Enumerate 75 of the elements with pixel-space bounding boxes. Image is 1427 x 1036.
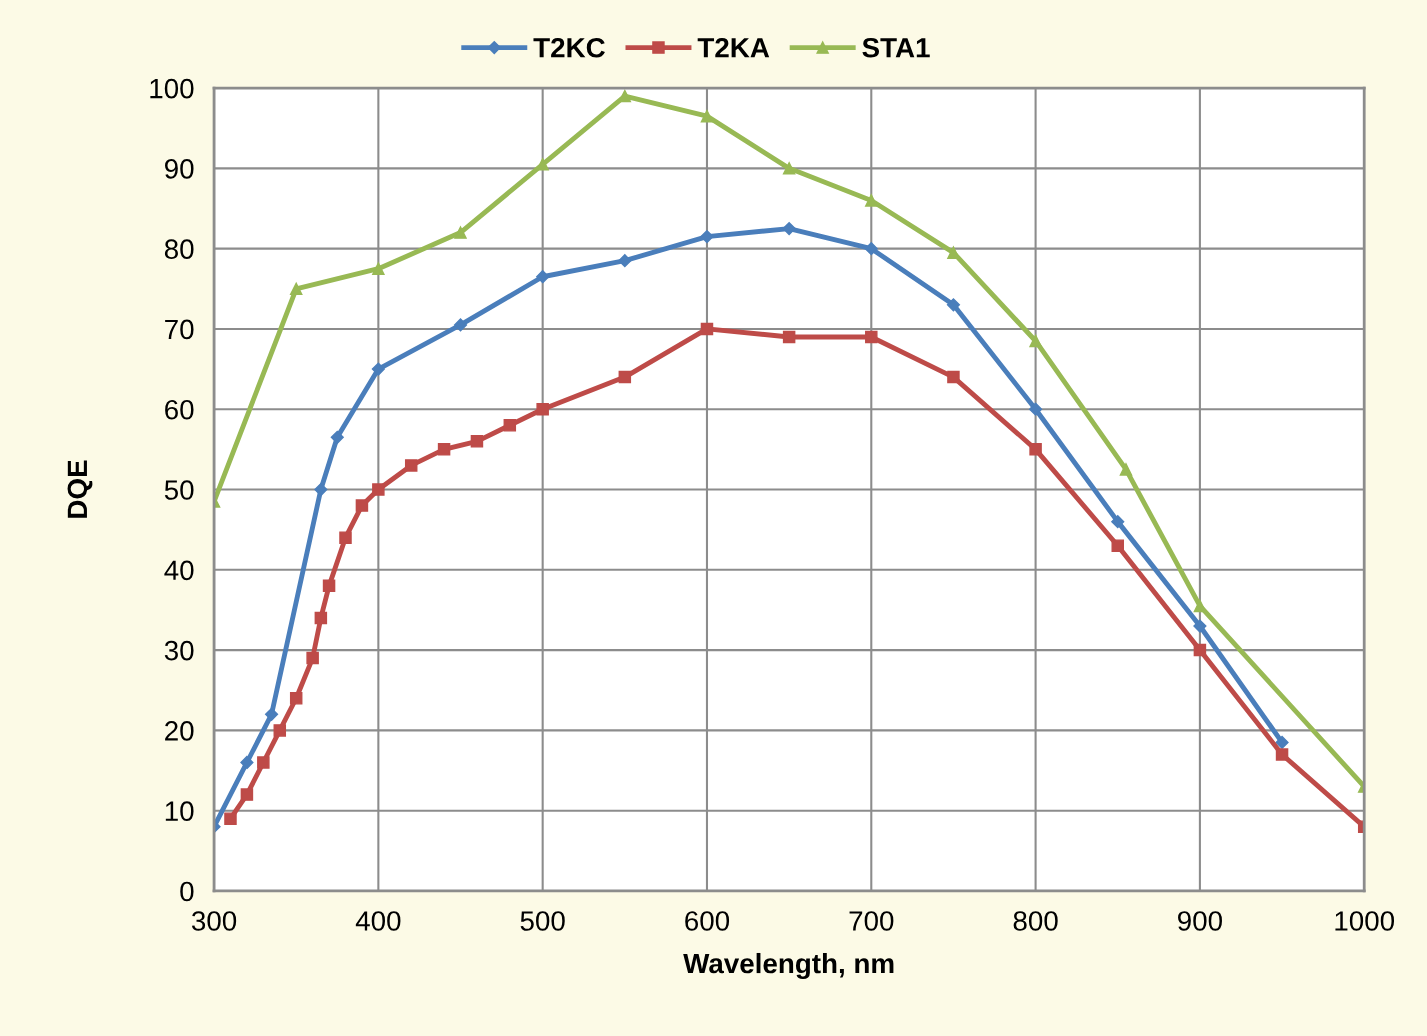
y-tick-label: 10 [165, 801, 194, 822]
point [618, 89, 632, 103]
point [700, 109, 714, 123]
point [865, 330, 878, 344]
point [314, 611, 328, 625]
point [1111, 539, 1124, 552]
y-tick-label: 20 [165, 721, 194, 741]
point [947, 370, 960, 384]
point [1029, 334, 1042, 348]
y-tick-label: 30 [164, 640, 194, 661]
x-tick-label: 400 [355, 911, 401, 931]
point [330, 430, 344, 444]
point [314, 482, 328, 497]
y-tick-label: 70 [165, 319, 194, 340]
point [1193, 619, 1207, 633]
point [782, 162, 796, 175]
y-axis-title: DQE [67, 460, 93, 518]
point [1275, 735, 1289, 750]
point [224, 812, 237, 825]
point [470, 435, 484, 448]
point [273, 724, 287, 737]
point [782, 221, 796, 236]
point [782, 330, 796, 344]
point [454, 226, 467, 239]
point [240, 788, 254, 801]
y-tick-label: 80 [164, 239, 194, 259]
point [264, 707, 279, 721]
point [339, 531, 352, 544]
point [1193, 599, 1207, 613]
point [536, 402, 549, 416]
y-tick-label: 0 [180, 881, 194, 902]
point [700, 322, 714, 336]
point [371, 362, 385, 376]
x-tick-label: 700 [849, 911, 894, 931]
legend-label: T2KC [533, 37, 605, 58]
point [306, 651, 319, 665]
point [372, 262, 385, 275]
point [1029, 402, 1043, 416]
y-tick-label: 40 [164, 560, 194, 581]
point [372, 483, 385, 496]
point [865, 194, 878, 207]
x-tick-label: 300 [191, 911, 237, 931]
y-tick-label: 100 [150, 78, 194, 99]
point [618, 254, 632, 268]
point [864, 242, 878, 256]
point [536, 270, 550, 284]
y-tick-label: 50 [164, 480, 194, 500]
point [289, 282, 303, 296]
legend-label: STA1 [862, 37, 930, 58]
x-tick-label: 900 [1178, 911, 1222, 931]
point [700, 230, 714, 244]
x-tick-label: 600 [685, 911, 730, 931]
x-tick-label: 1000 [1335, 911, 1395, 931]
point [322, 579, 336, 593]
point [1275, 748, 1289, 761]
point [946, 298, 961, 312]
point [289, 692, 303, 705]
point [1119, 463, 1133, 476]
point [1029, 443, 1042, 456]
x-tick-label: 500 [520, 911, 565, 931]
point [404, 459, 418, 472]
point [453, 318, 468, 332]
point [503, 419, 517, 432]
point [437, 443, 451, 456]
legend-label: T2KA [697, 37, 770, 58]
point [1111, 515, 1125, 529]
y-tick-label: 90 [165, 159, 194, 179]
point [257, 756, 270, 769]
x-axis-title: Wavelength, nm [683, 952, 894, 979]
point [1193, 643, 1207, 657]
x-tick-label: 800 [1013, 911, 1058, 931]
point [355, 499, 369, 512]
y-tick-label: 60 [165, 399, 194, 420]
point [618, 370, 632, 384]
point [240, 755, 254, 770]
